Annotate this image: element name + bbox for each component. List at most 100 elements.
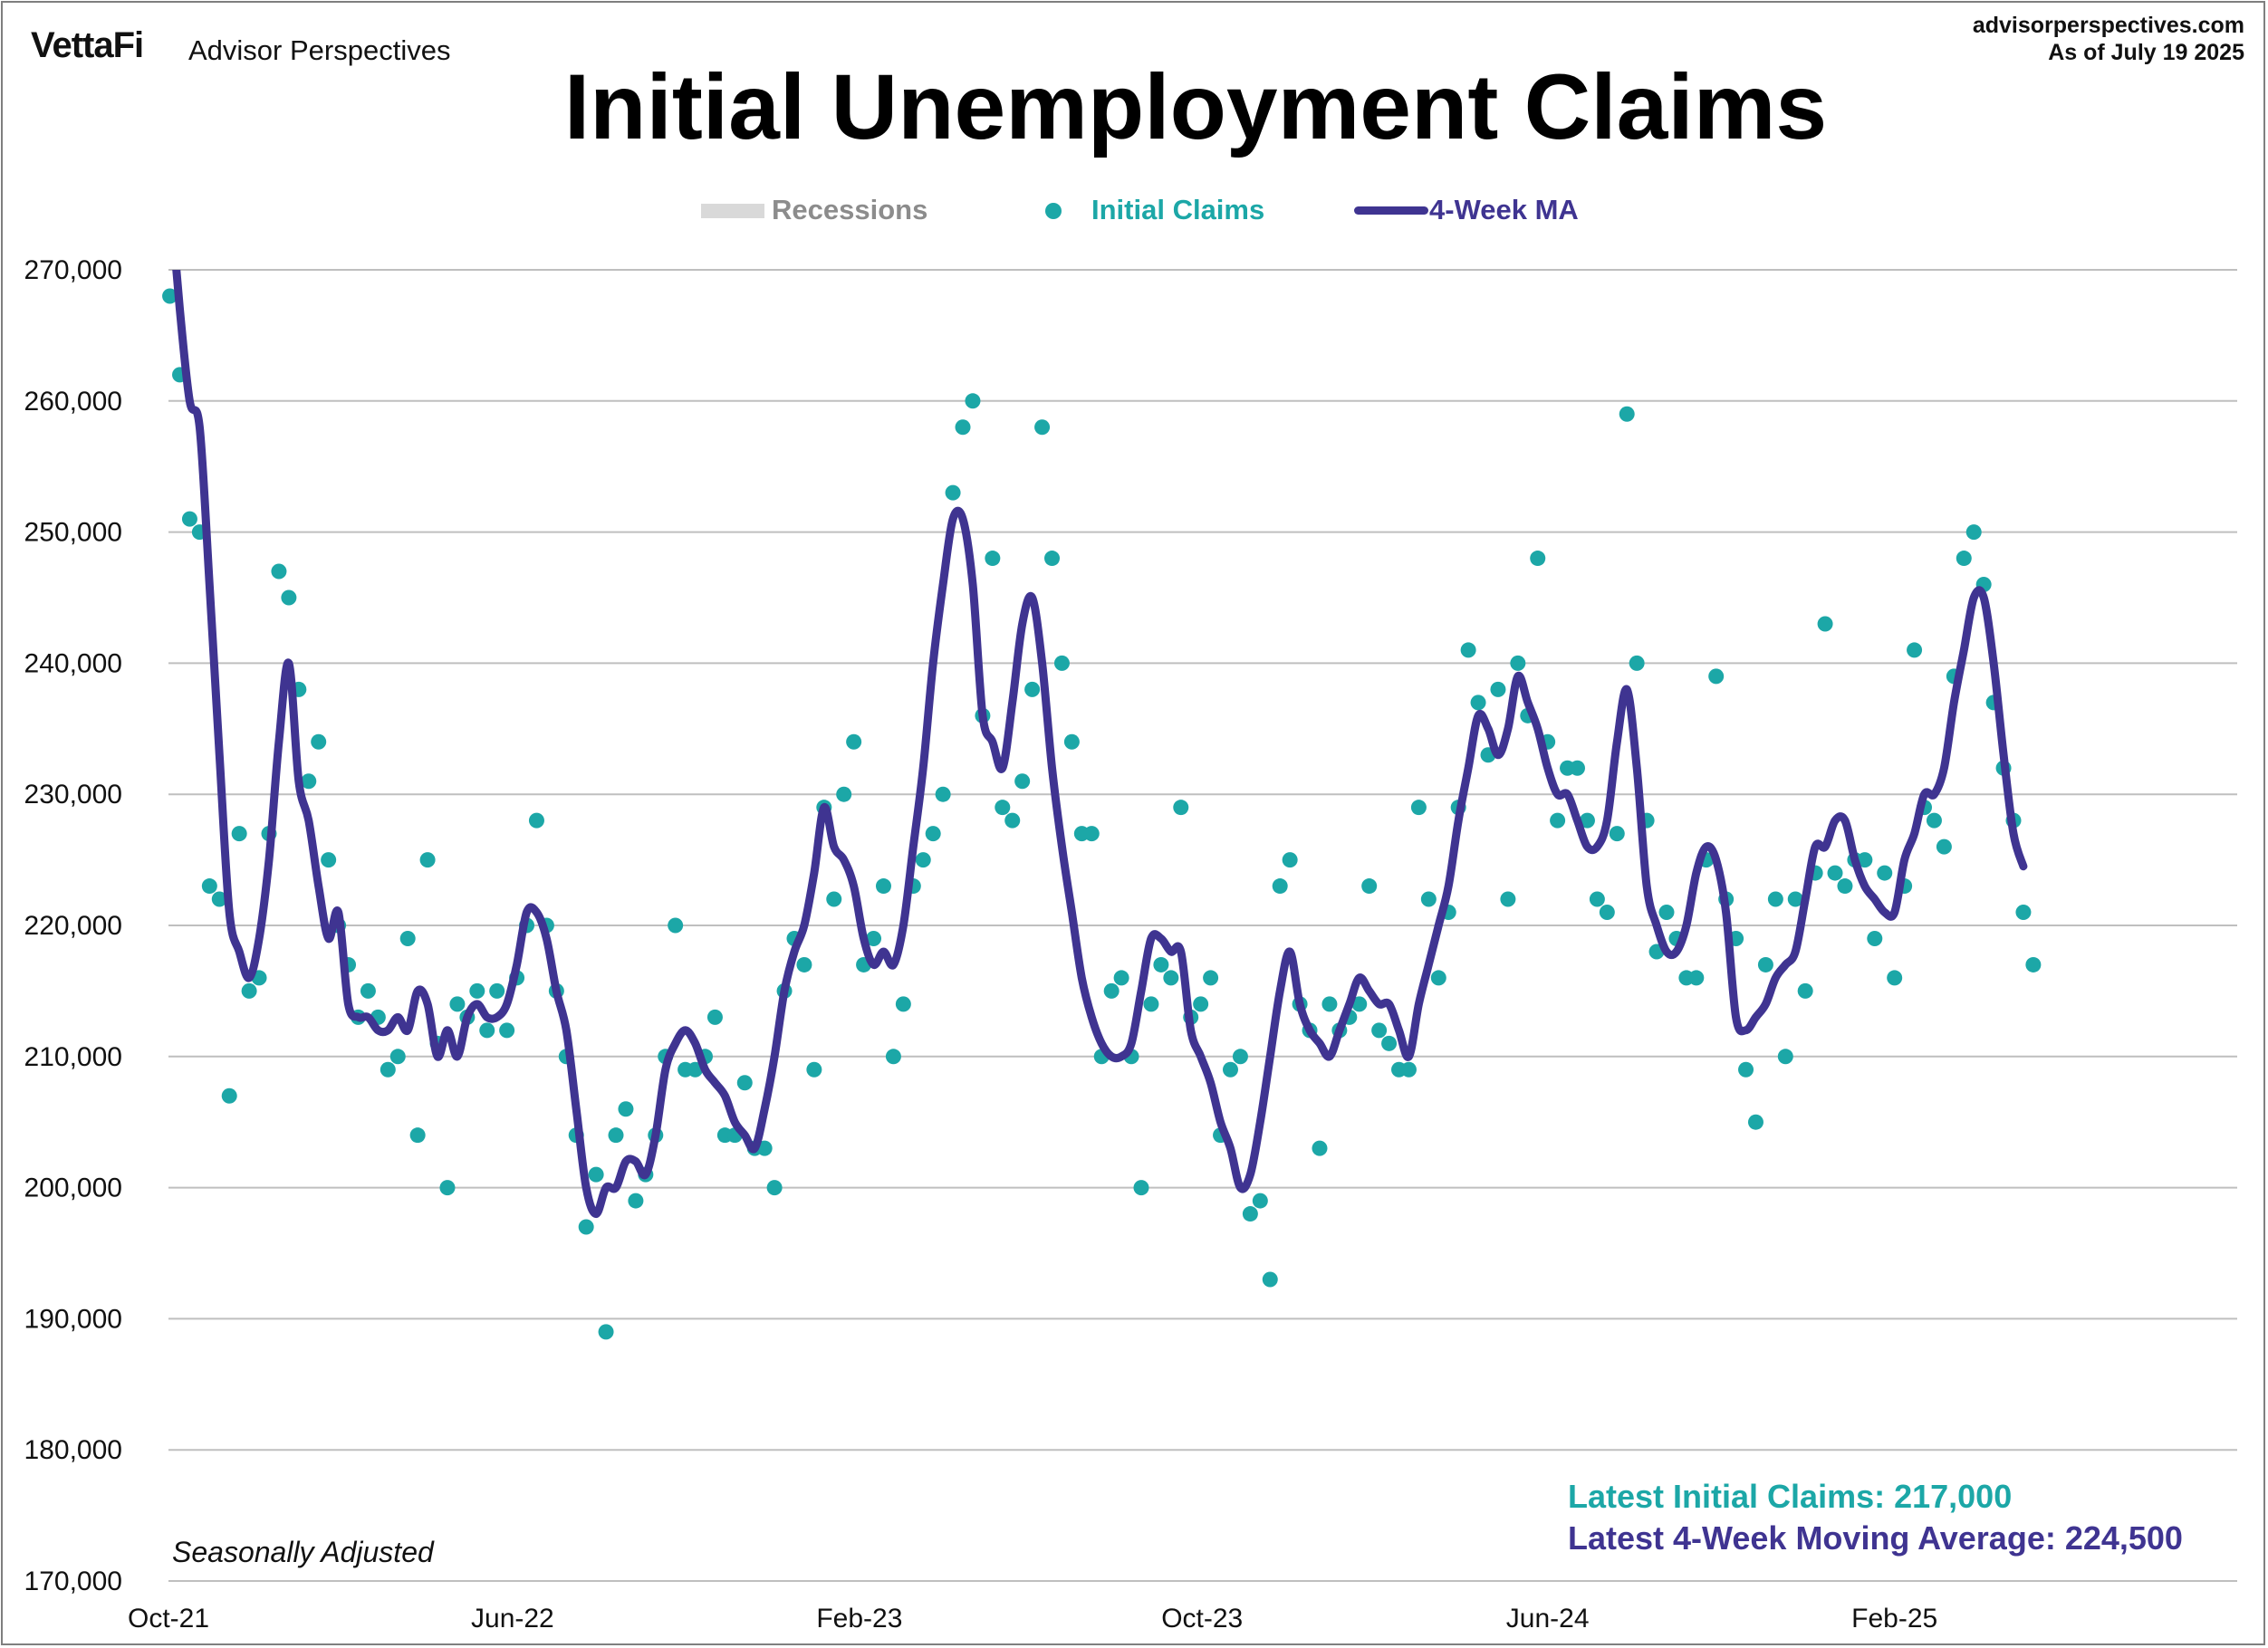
claims-point: [706, 1009, 723, 1025]
claims-point: [1965, 524, 1982, 541]
x-tick-label: Jun-24: [1506, 1604, 1590, 1634]
claims-point: [1877, 865, 1893, 881]
claims-point: [1787, 891, 1803, 907]
vettafi-logo: VettaFi: [31, 25, 144, 65]
claims-point: [736, 1075, 753, 1091]
claims-point: [1351, 996, 1368, 1012]
y-tick-label: 170,000: [24, 1567, 122, 1596]
claims-point: [578, 1219, 594, 1235]
claims-point: [1490, 681, 1506, 697]
y-tick-label: 230,000: [24, 780, 122, 810]
x-tick-label: Oct-23: [1161, 1604, 1243, 1634]
seasonally-adjusted-note: Seasonally Adjusted: [172, 1536, 434, 1568]
as-of-date: As of July 19 2025: [2048, 40, 2244, 65]
claims-point: [1837, 878, 1853, 895]
y-tick-label: 240,000: [24, 648, 122, 678]
claims-point: [598, 1324, 614, 1340]
claims-point: [1361, 878, 1378, 895]
claims-point: [281, 589, 297, 606]
x-axis-ticks: Oct-21 Jun-22 Feb-23 Oct-23 Jun-24 Feb-25: [128, 1604, 1937, 1634]
chart-title: Initial Unemployment Claims: [563, 55, 1828, 158]
claims-point: [1430, 970, 1446, 986]
gridlines: [168, 269, 2237, 1582]
claims-point: [1133, 1180, 1149, 1196]
legend-recessions-label: Recessions: [772, 194, 928, 225]
claims-point: [389, 1049, 406, 1065]
claims-point: [1926, 812, 1942, 829]
claims-point: [1232, 1049, 1248, 1065]
claims-point: [1163, 970, 1179, 986]
claims-point: [1619, 406, 1635, 422]
claims-point: [1599, 905, 1615, 921]
claims-point: [1757, 956, 1773, 973]
claims-point: [1053, 655, 1070, 671]
x-tick-label: Oct-21: [128, 1604, 209, 1634]
claims-point: [2015, 905, 2032, 921]
claims-point: [1282, 852, 1298, 868]
claims-point: [1063, 733, 1080, 750]
claims-point: [1907, 642, 1923, 658]
claims-point: [687, 1061, 704, 1078]
claims-point: [321, 852, 337, 868]
legend-initial-claims-label: Initial Claims: [1091, 194, 1265, 225]
y-tick-label: 260,000: [24, 387, 122, 417]
claims-point: [499, 1022, 515, 1039]
y-tick-label: 250,000: [24, 518, 122, 548]
claims-point: [449, 996, 466, 1012]
claims-point: [1797, 982, 1813, 999]
claims-point: [1242, 1206, 1258, 1222]
claims-point: [181, 511, 197, 527]
claims-point: [1887, 970, 1903, 986]
claims-point: [766, 1180, 783, 1196]
claims-point: [1252, 1193, 1268, 1209]
claims-point: [1272, 878, 1288, 895]
y-axis-ticks: 170,000 180,000 190,000 200,000 210,000 220,0…: [24, 255, 122, 1596]
claims-point: [1609, 826, 1625, 842]
claims-point: [965, 393, 981, 409]
claims-point: [895, 996, 911, 1012]
claims-point: [1371, 1022, 1388, 1039]
brand-name: Advisor Perspectives: [188, 34, 451, 66]
y-tick-label: 200,000: [24, 1174, 122, 1203]
claims-point: [588, 1166, 604, 1183]
x-tick-label: Jun-22: [471, 1604, 554, 1634]
claims-point: [915, 852, 931, 868]
claims-point: [985, 551, 1001, 567]
claims-point: [1629, 655, 1645, 671]
claims-point: [1470, 695, 1486, 711]
x-tick-label: Feb-23: [816, 1604, 902, 1634]
claims-point: [1420, 891, 1437, 907]
claims-point: [469, 982, 485, 999]
y-tick-label: 180,000: [24, 1435, 122, 1465]
claims-point: [489, 982, 505, 999]
claims-point: [608, 1127, 624, 1144]
claims-point: [201, 878, 217, 895]
claims-point: [1173, 800, 1189, 816]
claims-point: [1222, 1061, 1238, 1078]
y-tick-label: 210,000: [24, 1042, 122, 1072]
claims-point: [875, 878, 891, 895]
claims-point: [1550, 812, 1566, 829]
claims-point: [399, 930, 416, 946]
claims-point: [1083, 826, 1100, 842]
claims-point: [1004, 812, 1021, 829]
claims-point: [1024, 681, 1041, 697]
claims-point: [1688, 970, 1705, 986]
claims-point: [409, 1127, 426, 1144]
legend-4-week-ma-label: 4-Week MA: [1429, 194, 1579, 225]
claims-point: [380, 1061, 396, 1078]
claims-point: [945, 484, 961, 501]
claims-point: [360, 982, 376, 999]
claims-point: [1103, 982, 1120, 999]
claims-point: [1817, 616, 1833, 632]
claims-point: [419, 852, 436, 868]
claims-point: [866, 930, 882, 946]
claims-point: [1530, 551, 1546, 567]
claims-point: [846, 733, 862, 750]
claims-point: [806, 1061, 822, 1078]
legend-recessions-swatch: [701, 204, 764, 218]
claims-point: [311, 733, 327, 750]
claims-point: [668, 917, 684, 934]
claims-point: [1153, 956, 1169, 973]
claims-point: [479, 1022, 495, 1039]
